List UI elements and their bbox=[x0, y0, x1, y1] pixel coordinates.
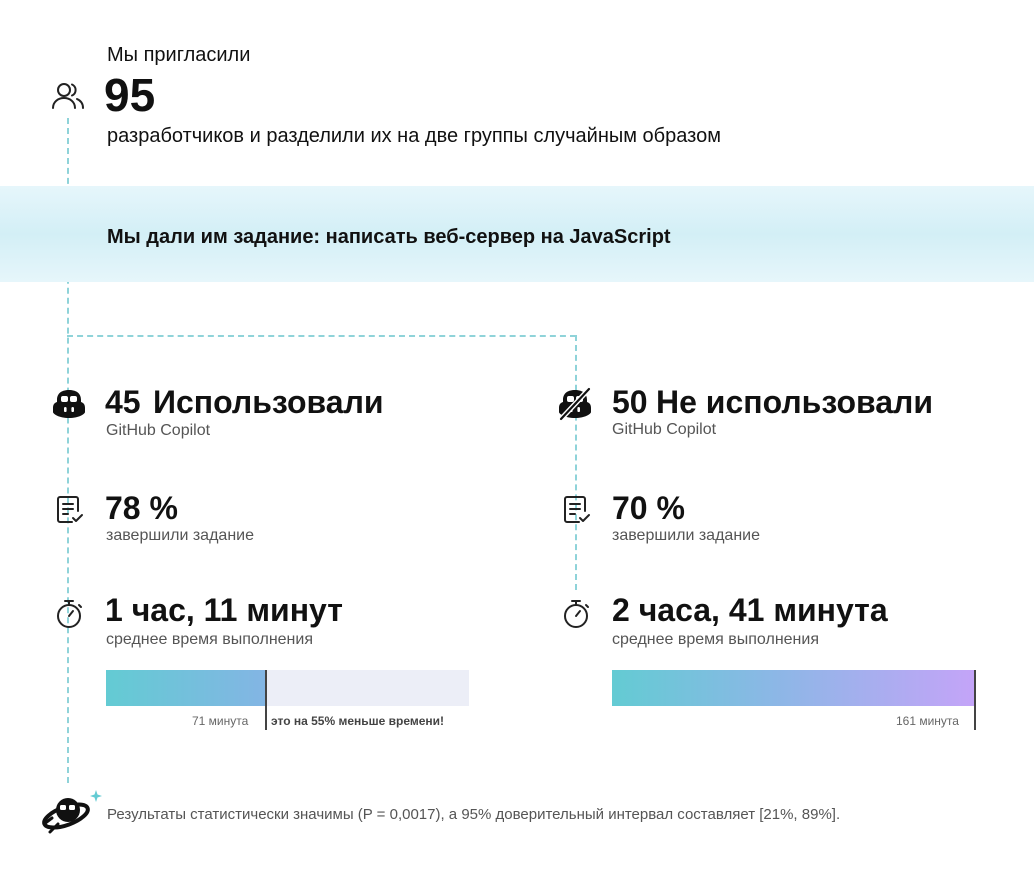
group-used-bar-note: это на 55% меньше времени! bbox=[271, 714, 445, 728]
developer-count: 95 bbox=[104, 69, 156, 121]
checklist-icon bbox=[52, 492, 88, 528]
group-not-used-bar-marker bbox=[974, 670, 976, 730]
group-not-used-completion: 70 % bbox=[612, 490, 685, 526]
stopwatch-icon bbox=[558, 596, 594, 632]
group-not-used-bar-label: 161 минута bbox=[896, 714, 959, 728]
copilot-icon bbox=[51, 386, 87, 422]
copilot-off-icon bbox=[557, 386, 593, 422]
task-banner-text: Мы дали им задание: написать веб-сервер … bbox=[107, 226, 671, 248]
group-used-count: 45 bbox=[105, 384, 141, 420]
group-not-used-count: 50 bbox=[612, 384, 648, 420]
intro-lead-text: Мы пригласили bbox=[107, 44, 251, 66]
copilot-rocket-icon bbox=[40, 788, 104, 836]
intro-description: разработчиков и разделили их на две груп… bbox=[107, 125, 721, 147]
group-not-used-bar-fill bbox=[612, 670, 975, 706]
group-not-used-time: 2 часа, 41 минута bbox=[612, 592, 888, 628]
group-not-used-completion-label: завершили задание bbox=[612, 527, 760, 544]
group-used-bar-fill bbox=[106, 670, 266, 706]
group-used-bar-label: 71 минута bbox=[192, 714, 249, 728]
group-not-used-time-label: среднее время выполнения bbox=[612, 631, 819, 648]
group-not-used-subtitle: GitHub Copilot bbox=[612, 421, 717, 438]
group-used-title: Использовали bbox=[153, 384, 384, 420]
stopwatch-icon bbox=[51, 596, 87, 632]
task-banner bbox=[0, 186, 1034, 282]
checklist-icon bbox=[559, 492, 595, 528]
connector-line-main bbox=[67, 118, 69, 783]
group-not-used-title: Не использовали bbox=[656, 384, 934, 420]
connector-line-split bbox=[67, 335, 576, 337]
group-used-subtitle: GitHub Copilot bbox=[106, 422, 211, 439]
group-used-completion-label: завершили задание bbox=[106, 527, 254, 544]
group-used-completion: 78 % bbox=[105, 490, 178, 526]
people-icon bbox=[50, 78, 86, 114]
group-used-time-label: среднее время выполнения bbox=[106, 631, 313, 648]
connector-line-right bbox=[575, 335, 577, 590]
footnote: Результаты статистически значимы (P = 0,… bbox=[107, 806, 841, 823]
group-used-bar-marker bbox=[265, 670, 267, 730]
group-used-time: 1 час, 11 минут bbox=[105, 592, 343, 628]
